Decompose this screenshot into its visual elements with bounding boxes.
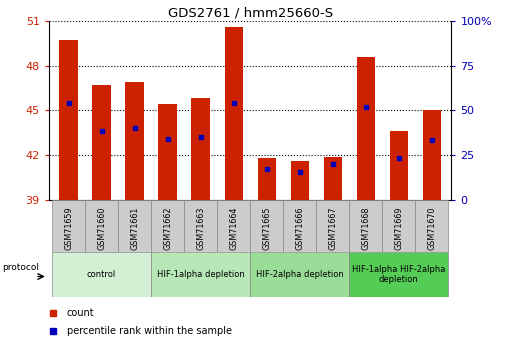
Bar — [389, 131, 408, 200]
Text: GSM71661: GSM71661 — [130, 206, 139, 250]
Text: GSM71665: GSM71665 — [262, 206, 271, 250]
Bar — [191, 98, 210, 200]
Text: GSM71662: GSM71662 — [163, 206, 172, 250]
Text: GSM71668: GSM71668 — [361, 206, 370, 250]
Text: control: control — [87, 270, 116, 279]
Text: GSM71670: GSM71670 — [427, 206, 436, 250]
Bar — [415, 200, 448, 252]
Bar — [258, 158, 275, 200]
Bar — [349, 252, 448, 297]
Bar — [92, 85, 111, 200]
Bar — [52, 200, 85, 252]
Text: protocol: protocol — [3, 263, 40, 272]
Bar — [118, 200, 151, 252]
Text: percentile rank within the sample: percentile rank within the sample — [67, 326, 232, 336]
Text: GSM71666: GSM71666 — [295, 206, 304, 250]
Bar — [151, 252, 250, 297]
Bar — [126, 82, 144, 200]
Bar — [250, 200, 283, 252]
Bar — [324, 157, 342, 200]
Bar — [283, 200, 316, 252]
Bar — [250, 252, 349, 297]
Bar — [60, 40, 77, 200]
Text: GSM71669: GSM71669 — [394, 206, 403, 250]
Bar — [423, 110, 441, 200]
Text: HIF-2alpha depletion: HIF-2alpha depletion — [255, 270, 344, 279]
Bar — [316, 200, 349, 252]
Text: HIF-1alpha depletion: HIF-1alpha depletion — [156, 270, 245, 279]
Text: HIF-1alpha HIF-2alpha
depletion: HIF-1alpha HIF-2alpha depletion — [352, 265, 445, 284]
Text: count: count — [67, 308, 94, 317]
Bar — [357, 57, 374, 200]
Text: GSM71667: GSM71667 — [328, 206, 337, 250]
Title: GDS2761 / hmm25660-S: GDS2761 / hmm25660-S — [168, 7, 332, 20]
Bar — [85, 200, 118, 252]
Bar — [290, 161, 309, 200]
Bar — [349, 200, 382, 252]
Text: GSM71659: GSM71659 — [64, 206, 73, 250]
Bar — [52, 252, 151, 297]
Bar — [159, 105, 176, 200]
Bar — [184, 200, 217, 252]
Text: GSM71660: GSM71660 — [97, 206, 106, 250]
Bar — [225, 27, 243, 200]
Text: GSM71664: GSM71664 — [229, 206, 238, 250]
Bar — [382, 200, 415, 252]
Bar — [217, 200, 250, 252]
Text: GSM71663: GSM71663 — [196, 206, 205, 250]
Bar — [151, 200, 184, 252]
